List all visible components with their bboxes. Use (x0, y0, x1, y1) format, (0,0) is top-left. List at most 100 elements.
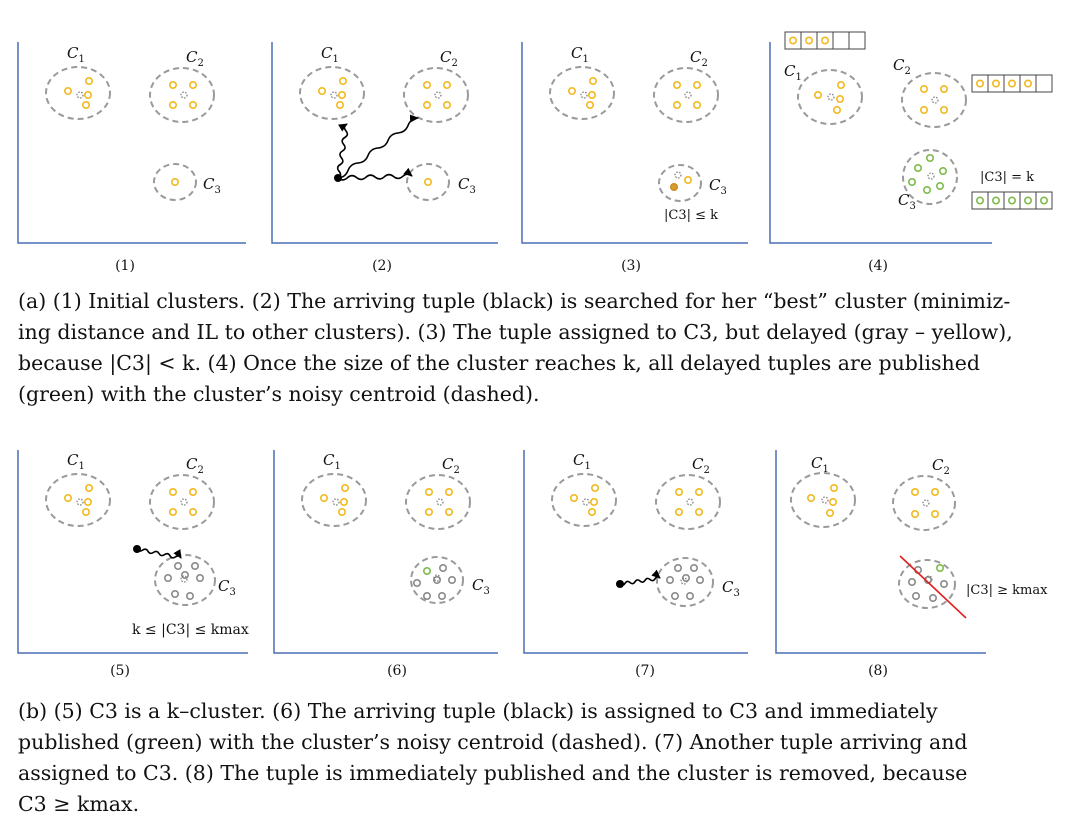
panel-4-c2-buffer-tuple (991, 79, 1000, 88)
panel-8-centroid-c2 (922, 499, 930, 507)
panel-1-tuple (85, 77, 94, 86)
panel-4-tuple (939, 106, 948, 115)
panel-3-label-c3: C3 (709, 176, 727, 197)
panel-4-c2-buffer-tuple (1007, 79, 1016, 88)
panel-4-tuple (907, 178, 916, 187)
panel-5-arrow (136, 548, 182, 559)
panel-7-cluster-c3 (656, 557, 714, 607)
panel-5-tuple (171, 589, 180, 598)
panel-6-tuple (444, 507, 453, 516)
panel-7-tuple (590, 483, 599, 492)
axes-panel-6 (273, 450, 498, 654)
panel-4-label-c1: C1 (784, 62, 802, 83)
caption-a-line-1: (a) (1) Initial clusters. (2) The arrivi… (18, 289, 1011, 313)
panel-8-remove-line (899, 555, 967, 619)
panel-3-tuple (588, 77, 597, 86)
panel-2-label-c2: C2 (440, 48, 458, 69)
panel-4-c2-buffer-cell (1035, 74, 1053, 93)
panel-2-centroid-c1 (330, 91, 338, 99)
panel-7-tuple (673, 563, 682, 572)
panel-7-tuple (681, 573, 690, 582)
panel-6-tuple (337, 507, 346, 516)
caption-a-line-2: ing distance and IL to other clusters). … (18, 320, 1013, 344)
panel-3-tuple (683, 176, 692, 185)
panel-2-tuple (335, 101, 344, 110)
panel-number-4: (4) (868, 258, 888, 274)
panel-1-centroid-c1 (76, 91, 84, 99)
panel-8-tuple (910, 509, 919, 518)
panels-layer: C1 C2 C3 (1) C1 C2 C3 (2) C1 C2 C3 |C3| ≤ k (3) C1 C2 C… (17, 31, 1053, 679)
panel-1-label-c1: C1 (67, 44, 85, 65)
panel-1-cluster-c3 (153, 163, 197, 201)
panel-1-label-c2: C2 (186, 48, 204, 69)
panel-4-cluster-c2 (901, 72, 967, 128)
panel-2-centroid-c2 (434, 91, 442, 99)
panel-3-centroid-c1 (580, 91, 588, 99)
caption-b-line-1: (b) (5) C3 is a k–cluster. (6) The arriv… (18, 699, 938, 723)
panel-7-centroid-c3 (680, 577, 688, 585)
panel-7-centroid-c2 (686, 498, 694, 506)
panel-4-cluster-c3 (902, 149, 958, 205)
panel-4-c2-buffer-tuple (975, 79, 984, 88)
panel-5-tuple (169, 487, 178, 496)
panel-1-label-c3: C3 (203, 175, 221, 196)
panel-5-tuple (191, 561, 200, 570)
panel-2-tuple (442, 81, 451, 90)
panel-4-centroid-c3 (927, 172, 935, 180)
panel-5-tuple (64, 493, 73, 502)
panel-5-label-c2: C2 (186, 455, 204, 476)
panel-8-cluster-c1 (790, 472, 856, 528)
panel-2-cluster-c2 (403, 67, 469, 123)
panel-6-cluster-c3 (410, 556, 464, 604)
panel-2-tuple (338, 77, 347, 86)
caption-b-line-4: C3 ≥ kmax. (18, 792, 140, 816)
panel-6-tuple (447, 575, 456, 584)
panel-8-tuple (806, 493, 815, 502)
panel-7-tuple (685, 591, 694, 600)
panel-4-tuple (836, 81, 845, 90)
panel-3-centroid-c3 (674, 171, 682, 179)
panel-3-cluster-c2 (653, 67, 719, 123)
panel-1-cluster-c2 (149, 67, 215, 123)
panel-4-c1-buffer-tuple (804, 36, 813, 45)
caption-a-line-3: because |C3| < k. (4) Once the size of t… (18, 351, 981, 375)
panel-1-tuple (189, 81, 198, 90)
panel-7-tuple (674, 487, 683, 496)
panel-6-tuple (432, 575, 441, 584)
axes-panel-2 (271, 42, 498, 244)
panel-2-tuple (423, 178, 432, 187)
caption-b-line-2: published (green) with the cluster’s noi… (18, 730, 968, 754)
panel-4-label-c2: C2 (893, 56, 911, 77)
panel-7-tuple (665, 575, 674, 584)
panel-6-cluster-c2 (405, 474, 471, 530)
panel-7-arrow (619, 569, 661, 586)
panel-4-c2-buffer-tuple (1024, 79, 1033, 88)
panel-4-tuple (925, 154, 934, 163)
panel-number-7: (7) (635, 663, 655, 679)
panel-number-2: (2) (372, 258, 392, 274)
axes-panel-1 (17, 42, 246, 244)
panel-1-tuple (189, 101, 198, 110)
panel-4-annotation: |C3| = k (980, 170, 1034, 185)
panel-6-label-c2: C2 (442, 455, 460, 476)
panel-4-tuple (938, 167, 947, 176)
panel-5-tuple (189, 507, 198, 516)
panel-4-centroid-c2 (931, 96, 939, 104)
panel-7-centroid-c1 (582, 498, 590, 506)
panel-2-tuple (337, 91, 346, 100)
panel-3-annotation: |C3| ≤ k (664, 208, 718, 223)
panel-8-tuple (907, 577, 916, 586)
panel-8-tuple (935, 563, 944, 572)
panel-8-annotation: |C3| ≥ kmax (966, 583, 1048, 598)
caption-a: (a) (1) Initial clusters. (2) The arrivi… (18, 286, 1058, 410)
panel-5-tuple (164, 573, 173, 582)
panel-5-tuple (169, 507, 178, 516)
panel-5-centroid-c3 (180, 575, 188, 583)
panel-8-tuple (939, 579, 948, 588)
panel-8-tuple (928, 593, 937, 602)
panel-4-tuple (922, 186, 931, 195)
panel-1-tuple (169, 81, 178, 90)
panel-3-delayed-tuple (669, 183, 678, 192)
panel-2-arrow-c3 (337, 167, 413, 181)
panel-1-tuple (84, 91, 93, 100)
